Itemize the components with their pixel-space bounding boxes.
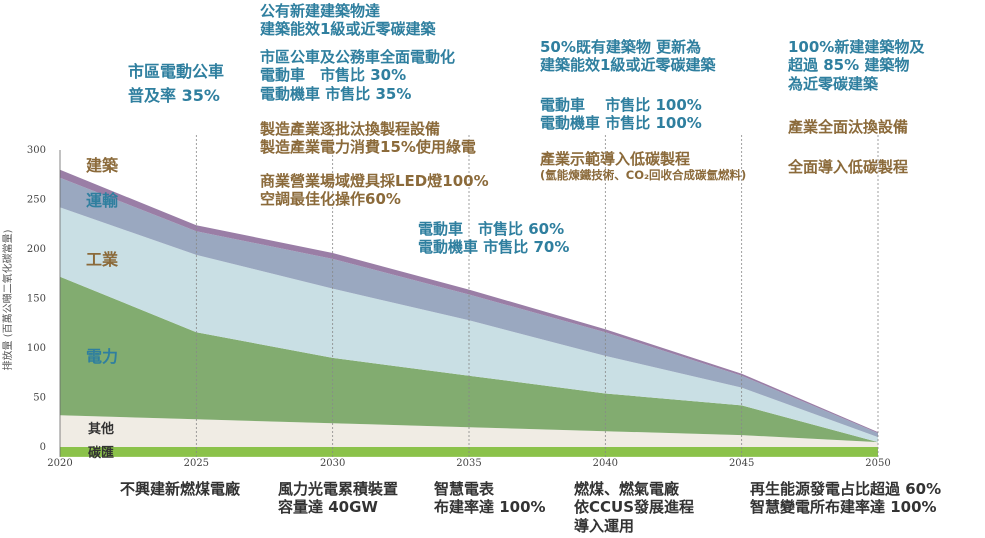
- annotation-line: 超過 85% 建築物: [788, 56, 910, 75]
- annotation-line: 電動機車 市售比 35%: [260, 84, 412, 103]
- annotation-2030-commercial: 商業營業場域燈具採LED燈100% 空調最佳化操作60%: [260, 172, 489, 209]
- annotation-line: 容量達 40GW: [278, 498, 378, 517]
- annotation-line: 建築能效1級或近零碳建築: [540, 56, 716, 75]
- y-tick-label: 0: [40, 442, 46, 453]
- annotation-line: 50%既有建築物 更新為: [540, 38, 702, 56]
- annotation-2050-process: 全面導入低碳製程: [788, 158, 909, 176]
- annotation-line: 電動車 市售比 60%: [418, 220, 565, 238]
- annotation-bottom-2040: 燃煤、燃氣電廠 依CCUS發展進程 導入運用: [574, 480, 694, 535]
- annotation-line: 建築能效1級或近零碳建築: [260, 20, 436, 39]
- annotation-line: 不興建新燃煤電廠: [120, 480, 241, 498]
- annotation-line: 智慧變電所布建率達 100%: [750, 498, 937, 517]
- annotation-2030-transport: 市區公車及公務車全面電動化 電動車 市售比 30% 電動機車 市售比 35%: [260, 48, 455, 103]
- annotation-2050-equipment: 產業全面汰換設備: [788, 118, 909, 136]
- annotation-2030-building: 公有新建建築物達 建築能效1級或近零碳建築: [260, 2, 435, 39]
- annotation-2050-building: 100%新建建築物及 超過 85% 建築物 為近零碳建築: [788, 38, 924, 93]
- y-tick-label: 150: [27, 294, 46, 305]
- annotation-line: 100%新建建築物及: [788, 38, 925, 56]
- annotation-2040-transport: 電動車 市售比 100% 電動機車 市售比 100%: [540, 96, 702, 133]
- x-tick-label: 2045: [729, 458, 754, 469]
- annotation-line: 再生能源發電占比超過 60%: [750, 480, 942, 498]
- annotation-line: 市區公車及公務車全面電動化: [260, 48, 456, 66]
- annotation-line: 市區電動公車: [128, 62, 225, 81]
- tick-labels: 0 50 100 150 200 250 300 2020 2025 2030 2035 2040 20…: [27, 145, 891, 469]
- milestone-lines: [195, 135, 879, 457]
- label-transport: 運輸: [86, 191, 119, 210]
- x-tick-label: 2035: [456, 458, 481, 469]
- annotation-line: 電動機車 市售比 100%: [540, 114, 702, 133]
- annotation-line: 為近零碳建築: [788, 74, 879, 93]
- label-power: 電力: [86, 347, 119, 366]
- x-tick-label: 2040: [593, 458, 618, 469]
- annotation-line: 電動車 市售比 100%: [540, 96, 702, 114]
- annotation-2035: 電動車 市售比 60% 電動機車 市售比 70%: [418, 220, 569, 257]
- annotation-bottom-2050: 再生能源發電占比超過 60% 智慧變電所布建率達 100%: [750, 480, 941, 517]
- annotation-line: 商業營業場域燈具採LED燈100%: [260, 172, 489, 190]
- annotation-line: 空調最佳化操作60%: [260, 190, 401, 209]
- label-other: 其他: [88, 422, 115, 437]
- y-tick-label: 250: [27, 195, 46, 206]
- label-sink: 碳匯: [88, 446, 115, 461]
- annotation-line: 電動機車 市售比 70%: [418, 238, 570, 257]
- annotation-line: 導入運用: [574, 516, 635, 535]
- y-tick-label: 300: [27, 145, 46, 156]
- annotation-line: 布建率達 100%: [434, 498, 546, 517]
- label-building: 建築: [86, 156, 119, 175]
- annotation-line: 普及率 35%: [128, 85, 220, 105]
- annotation-bottom-2035: 智慧電表 布建率達 100%: [434, 480, 546, 517]
- annotation-2025: 市區電動公車 普及率 35%: [128, 62, 224, 105]
- y-tick-label: 200: [27, 244, 46, 255]
- y-tick-label: 50: [33, 393, 46, 404]
- x-tick-label: 2050: [865, 458, 890, 469]
- annotation-line: 電動車 市售比 30%: [260, 66, 407, 85]
- annotation-2040-building: 50%既有建築物 更新為 建築能效1級或近零碳建築: [540, 38, 715, 75]
- y-axis-label: 排放量 (百萬公噸二氧化碳當量): [1, 229, 14, 370]
- annotation-line: 風力光電累積裝置: [278, 480, 399, 498]
- label-industry: 工業: [86, 250, 119, 269]
- annotation-line: (氫能煉鐵技術、CO₂回收合成碳氫燃料): [540, 168, 747, 183]
- annotation-line: 製造產業逐批汰換製程設備: [260, 120, 441, 138]
- y-tick-label: 100: [27, 343, 46, 354]
- area-3: [60, 276, 878, 443]
- x-tick-label: 2030: [320, 458, 345, 469]
- annotation-line: 燃煤、燃氣電廠: [574, 480, 680, 498]
- annotation-line: 公有新建建築物達: [260, 2, 381, 20]
- annotation-line: 產業示範導入低碳製程: [540, 150, 691, 168]
- annotation-2030-industry: 製造產業逐批汰換製程設備 製造產業電力消費15%使用綠電: [260, 120, 476, 157]
- annotation-2040-industry: 產業示範導入低碳製程 (氫能煉鐵技術、CO₂回收合成碳氫燃料): [540, 150, 746, 182]
- annotation-line: 製造產業電力消費15%使用綠電: [260, 138, 476, 157]
- annotation-line: 智慧電表: [434, 480, 495, 498]
- x-tick-label: 2020: [47, 458, 72, 469]
- annotation-line: 依CCUS發展進程: [574, 498, 695, 517]
- x-tick-label: 2025: [184, 458, 209, 469]
- annotation-bottom-2030: 風力光電累積裝置 容量達 40GW: [278, 480, 398, 517]
- annotation-bottom-2025: 不興建新燃煤電廠: [120, 480, 240, 498]
